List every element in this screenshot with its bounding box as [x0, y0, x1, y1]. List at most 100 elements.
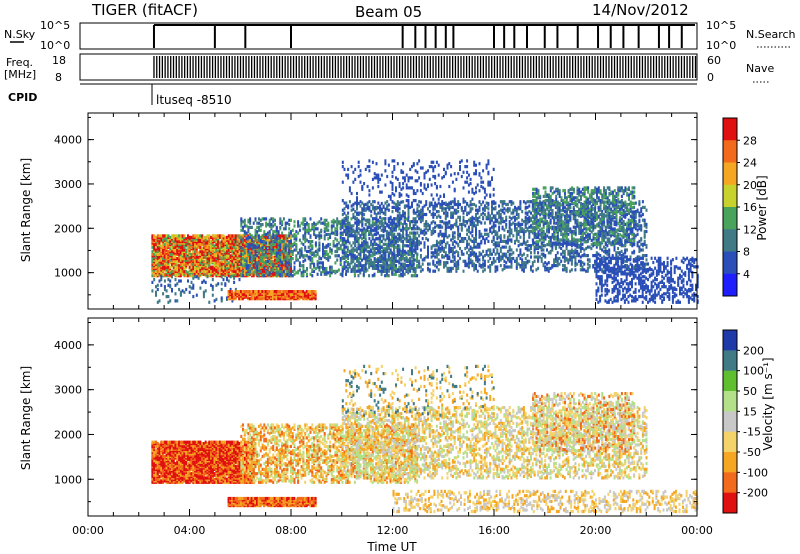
heatmap-cell: [156, 245, 159, 249]
heatmap-cell: [457, 202, 460, 207]
heatmap-cell: [387, 231, 390, 235]
heatmap-cell: [259, 269, 262, 273]
heatmap-cell: [151, 280, 154, 284]
heatmap-cell: [427, 249, 429, 253]
heatmap-cell: [356, 259, 358, 263]
heatmap-cell: [282, 251, 285, 255]
heatmap-cell: [400, 262, 403, 266]
heatmap-cell: [336, 230, 339, 234]
heatmap-cell: [487, 232, 490, 236]
heatmap-cell: [282, 269, 285, 273]
cpid-value: ltuseq -8510: [156, 93, 232, 107]
heatmap-cell: [491, 225, 493, 229]
heatmap-cell: [263, 267, 266, 271]
heatmap-cell: [243, 221, 246, 225]
heatmap-cell: [263, 217, 266, 221]
heatmap-cell: [218, 234, 221, 238]
heatmap-cell: [380, 234, 383, 238]
heatmap-cell: [435, 215, 438, 219]
heatmap-cell: [489, 269, 492, 273]
heatmap-cell: [364, 259, 367, 263]
heatmap-cell: [475, 204, 477, 208]
heatmap-cell: [371, 251, 374, 255]
heatmap-cell: [451, 224, 454, 228]
heatmap-cell: [396, 200, 399, 204]
heatmap-cell: [398, 261, 401, 265]
freq-label: Freq.: [6, 56, 33, 69]
heatmap-cell: [232, 291, 235, 295]
heatmap-cell: [211, 293, 214, 297]
heatmap-cell: [179, 290, 182, 294]
heatmap-cell: [249, 244, 252, 248]
heatmap-cell: [364, 234, 367, 238]
heatmap-cell: [414, 241, 417, 245]
heatmap-cell: [482, 235, 485, 239]
heatmap-cell: [298, 255, 301, 259]
heatmap-cell: [375, 212, 378, 217]
heatmap-cell: [153, 252, 156, 256]
heatmap-cell: [387, 264, 390, 268]
heatmap-cell: [476, 258, 479, 262]
heatmap-cell: [357, 264, 360, 268]
heatmap-cell: [183, 234, 186, 238]
heatmap-cell: [270, 245, 273, 249]
heatmap-cell: [288, 271, 291, 275]
heatmap-cell: [194, 275, 197, 279]
heatmap-cell: [169, 283, 172, 287]
heatmap-cell: [414, 247, 417, 251]
heatmap-cell: [195, 275, 198, 279]
heatmap-cell: [176, 259, 179, 264]
heatmap-cell: [277, 251, 280, 255]
heatmap-cell: [231, 299, 234, 303]
heatmap-cell: [396, 237, 399, 241]
heatmap-cell: [176, 244, 179, 248]
heatmap-cell: [403, 266, 406, 270]
heatmap-cell: [476, 208, 479, 212]
heatmap-cell: [330, 265, 333, 269]
heatmap-cell: [419, 265, 422, 269]
heatmap-cell: [409, 225, 411, 229]
heatmap-cell: [266, 240, 269, 244]
heatmap-cell: [240, 272, 243, 276]
heatmap-cell: [412, 268, 415, 272]
heatmap-cell: [167, 283, 170, 287]
heatmap-cell: [252, 235, 255, 239]
heatmap-cell: [419, 241, 422, 245]
heatmap-cell: [318, 261, 321, 265]
heatmap-cell: [393, 272, 395, 276]
heatmap-cell: [345, 259, 347, 264]
heatmap-cell: [284, 290, 287, 294]
heatmap-cell: [478, 205, 481, 209]
heatmap-cell: [478, 242, 481, 246]
heatmap-cell: [489, 248, 492, 252]
heatmap-cell: [430, 245, 433, 249]
heatmap-cell: [240, 245, 243, 249]
heatmap-cell: [181, 272, 184, 276]
heatmap-cell: [359, 264, 362, 268]
heatmap-cell: [171, 234, 173, 238]
heatmap-cell: [412, 220, 415, 224]
heatmap-cell: [476, 220, 479, 224]
heatmap-cell: [400, 256, 403, 261]
heatmap-cell: [469, 238, 472, 242]
heatmap-cell: [453, 245, 456, 249]
heatmap-cell: [261, 252, 264, 256]
heatmap-cell: [224, 247, 227, 251]
heatmap-cell: [172, 248, 175, 252]
heatmap-cell: [171, 249, 173, 254]
date-label: 14/Nov/2012: [592, 1, 689, 19]
heatmap-cell: [238, 234, 241, 238]
heatmap-cell: [373, 256, 376, 261]
heatmap-cell: [199, 234, 202, 238]
heatmap-cell: [427, 245, 429, 249]
heatmap-cell: [368, 251, 371, 255]
heatmap-cell: [291, 252, 294, 256]
heatmap-cell: [263, 269, 266, 273]
heatmap-cell: [266, 264, 269, 268]
heatmap-cell: [290, 244, 292, 248]
heatmap-cell: [386, 234, 389, 238]
heatmap-cell: [275, 268, 278, 272]
heatmap-cell: [416, 257, 419, 261]
heatmap-cell: [427, 222, 429, 226]
